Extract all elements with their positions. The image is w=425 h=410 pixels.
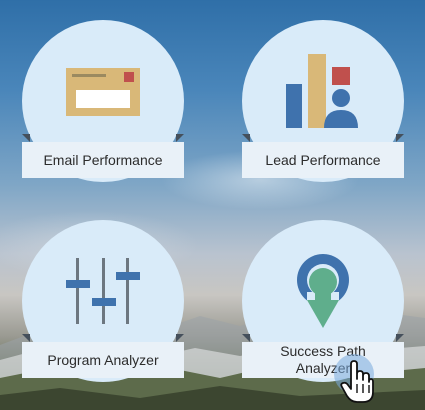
label-fold-left <box>242 334 250 342</box>
envelope-icon <box>66 68 140 116</box>
label-fold-right <box>396 134 404 142</box>
tile-label: Lead Performance <box>242 142 404 178</box>
tile-success-path-analyzer[interactable]: Success Path Analyzer <box>242 220 404 382</box>
tile-program-analyzer[interactable]: Program Analyzer <box>22 220 184 382</box>
tile-email-performance[interactable]: Email Performance <box>22 20 184 182</box>
tile-label: Program Analyzer <box>22 342 184 378</box>
tile-lead-performance[interactable]: Lead Performance <box>242 20 404 182</box>
label-fold-left <box>22 134 30 142</box>
label-fold-right <box>396 334 404 342</box>
label-fold-right <box>176 334 184 342</box>
hand-cursor-icon <box>340 360 374 403</box>
tile-label: Email Performance <box>22 142 184 178</box>
sliders-icon <box>66 258 140 324</box>
label-fold-left <box>22 334 30 342</box>
label-fold-left <box>242 134 250 142</box>
label-fold-right <box>176 134 184 142</box>
success-path-icon <box>297 254 349 328</box>
tile-label: Success Path Analyzer <box>242 342 404 378</box>
lead-chart-icon <box>286 54 358 128</box>
